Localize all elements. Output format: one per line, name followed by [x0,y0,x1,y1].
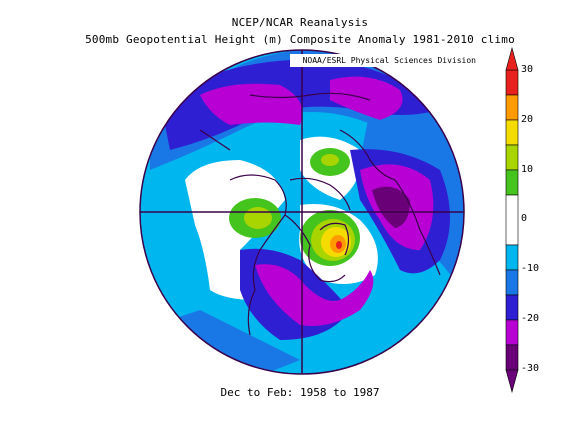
anomaly-field [140,50,464,374]
coastlines [199,92,441,336]
colorbar-swatch-0 [505,69,519,96]
map-subtitle: 500mb Geopotential Height (m) Composite … [85,33,515,46]
colorbar-swatch-3 [505,144,519,171]
colorbar-swatch-1 [505,94,519,121]
colorbar-tick-m20: -20 [521,313,540,324]
colorbar-tick-m10: -10 [521,263,540,274]
colorbar-swatch-2 [505,119,519,146]
colorbar-swatch-4 [505,169,519,196]
colorbar-tick-30: 30 [521,64,534,75]
colorbar-swatch-7 [505,269,519,296]
colorbar-swatch-6 [505,244,519,271]
colorbar [505,46,519,394]
colorbar-max-arrow [505,46,519,71]
colorbar-swatch-5 [505,194,519,246]
time-period: Dec to Feb: 1958 to 1987 [220,386,380,399]
credit-label: NOAA/ESRL Physical Sciences Division [290,54,476,67]
colorbar-swatch-8 [505,294,519,321]
colorbar-tick-10: 10 [521,164,534,175]
colorbar-swatch-10 [505,344,519,371]
colorbar-tick-20: 20 [521,114,534,125]
colorbar-tick-m30: -30 [521,363,540,374]
colorbar-tick-0: 0 [521,213,528,224]
colorbar-min-arrow [505,369,519,394]
map-title: NCEP/NCAR Reanalysis [231,16,369,29]
colorbar-swatch-9 [505,319,519,346]
